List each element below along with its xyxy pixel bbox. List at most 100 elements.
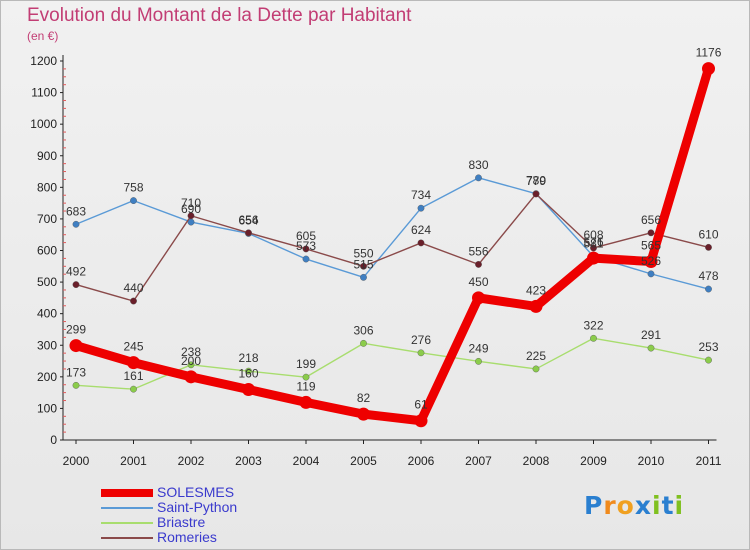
data-point [184, 370, 198, 384]
data-point [705, 243, 712, 251]
y-tick-label: 100 [37, 401, 57, 415]
y-tick-label: 700 [37, 212, 57, 226]
data-label: 526 [641, 254, 661, 268]
proxiti-logo: Proxiti [584, 491, 684, 520]
logo-letter: P [584, 491, 604, 520]
legend-swatch [101, 537, 153, 539]
data-label: 423 [526, 283, 546, 297]
data-point [299, 395, 313, 409]
y-tick-label: 1000 [30, 117, 57, 131]
data-point [529, 299, 543, 313]
data-label: 276 [411, 333, 431, 347]
data-label: 119 [296, 379, 315, 393]
x-tick-label: 2005 [350, 454, 377, 468]
data-label: 82 [357, 391, 371, 405]
data-label: 200 [181, 354, 201, 368]
x-tick-label: 2001 [120, 454, 147, 468]
data-label: 656 [238, 213, 258, 227]
data-point [130, 297, 137, 305]
data-point [187, 361, 195, 369]
x-tick-label: 2008 [523, 454, 550, 468]
data-label: 306 [353, 323, 373, 337]
data-label: 440 [123, 281, 143, 295]
data-point [475, 260, 482, 268]
data-label: 573 [296, 239, 316, 253]
data-point [417, 239, 425, 247]
data-label: 758 [123, 181, 143, 195]
series-line-solesmes [71, 64, 713, 426]
data-label: 576 [583, 235, 603, 249]
x-tick-label: 2006 [408, 454, 435, 468]
data-label: 218 [238, 351, 258, 365]
data-point [360, 339, 367, 347]
data-point [705, 356, 712, 364]
series-line-saint-python [75, 177, 710, 290]
data-point [245, 229, 252, 237]
series-line-romeries [75, 193, 710, 302]
logo-letter: x [634, 491, 652, 520]
data-point [69, 339, 83, 353]
data-point [532, 365, 540, 373]
legend-swatch [101, 522, 153, 524]
data-point [245, 367, 252, 375]
data-point [302, 255, 310, 263]
x-tick-label: 2003 [235, 454, 262, 468]
logo-letter: r [603, 491, 617, 520]
y-tick-label: 0 [50, 433, 57, 447]
y-tick-label: 900 [37, 149, 57, 163]
data-point [417, 349, 425, 357]
x-tick-label: 2002 [178, 454, 205, 468]
data-point [647, 270, 655, 278]
data-point [187, 212, 195, 220]
data-point [702, 62, 715, 76]
data-label: 683 [66, 204, 86, 218]
data-point [130, 197, 137, 204]
data-label: 478 [698, 269, 718, 283]
data-point [475, 357, 482, 365]
data-point [72, 381, 80, 389]
y-tick-label: 600 [37, 244, 57, 258]
y-tick-label: 800 [37, 180, 57, 194]
data-label: 780 [526, 174, 546, 188]
legend-label: SOLESMES [157, 484, 235, 500]
data-label: 450 [468, 275, 488, 289]
data-label: 322 [583, 318, 603, 332]
x-tick-label: 2007 [465, 454, 492, 468]
legend-swatch [101, 507, 153, 509]
data-label: 161 [123, 369, 143, 383]
legend-label: Briastre [157, 514, 206, 530]
x-tick-label: 2011 [696, 454, 722, 468]
data-label: 1176 [696, 46, 722, 60]
data-label: 245 [123, 340, 143, 354]
data-point [302, 373, 310, 381]
data-point [302, 245, 310, 253]
data-label: 608 [583, 228, 603, 242]
data-label: 249 [468, 341, 488, 355]
data-point [360, 273, 367, 281]
data-label: 690 [181, 202, 201, 216]
data-label: 656 [641, 213, 661, 227]
y-tick-label: 1200 [30, 54, 57, 68]
legend-swatch [101, 489, 153, 497]
data-point [647, 229, 655, 237]
data-label: 515 [353, 257, 373, 271]
data-label: 581 [583, 237, 603, 251]
data-point [590, 244, 597, 252]
series-line-briastre [75, 337, 710, 390]
data-label: 253 [698, 340, 718, 354]
data-label: 654 [238, 213, 258, 227]
data-label: 238 [181, 345, 201, 359]
data-label: 830 [468, 158, 488, 172]
data-point [360, 262, 367, 270]
y-unit-label: (en €) [27, 29, 59, 43]
data-label: 61 [414, 398, 428, 412]
y-tick-label: 200 [37, 370, 57, 384]
data-label: 299 [66, 323, 86, 337]
data-label: 624 [411, 223, 431, 237]
logo-letter: i [652, 491, 662, 520]
y-tick-label: 1100 [31, 86, 57, 100]
data-point [417, 204, 425, 212]
logo-letter: o [616, 491, 635, 520]
y-tick-label: 400 [37, 307, 57, 321]
